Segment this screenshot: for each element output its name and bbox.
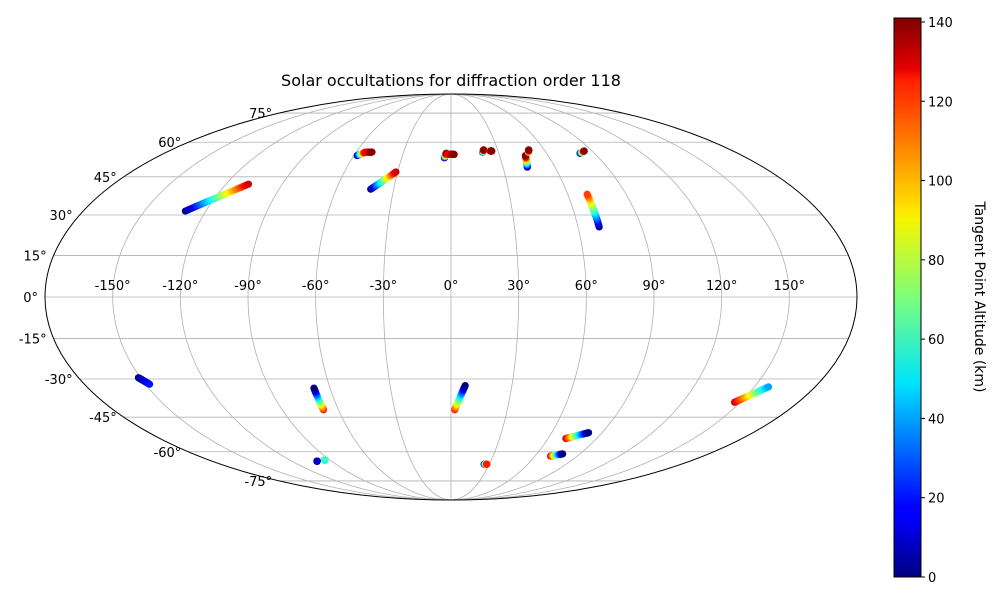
longitude-tick-label: -150° [95, 279, 131, 294]
latitude-tick-label: -75° [244, 475, 272, 490]
longitude-tick-label: 0° [444, 279, 459, 294]
data-point [145, 380, 154, 388]
longitude-tick-label: 30° [507, 279, 530, 294]
longitude-tick-label: -120° [162, 279, 198, 294]
data-point [584, 429, 593, 437]
data-point [392, 168, 400, 176]
longitude-tick-label: 120° [706, 279, 737, 294]
longitude-tick-label: 150° [774, 279, 805, 294]
data-point [321, 456, 329, 464]
latitude-tick-label: 0° [23, 291, 38, 306]
latitude-tick-label: 60° [158, 136, 181, 151]
longitude-tick-label: 60° [575, 279, 598, 294]
data-point [764, 383, 773, 391]
colorbar-gradient [893, 17, 922, 578]
latitude-tick-labels: 75° 60° 45° 30° 15° 0° -15° -30° -45° -60° -75° [19, 107, 272, 490]
longitude-tick-label: 90° [642, 279, 665, 294]
colorbar-tick-label: 0 [928, 571, 936, 586]
colorbar-tick-label: 40 [928, 412, 945, 427]
chart-title: Solar occultations for diffraction order… [281, 71, 621, 90]
longitude-tick-label: -90° [234, 279, 262, 294]
latitude-tick-label: -45° [89, 411, 117, 426]
data-point [580, 147, 588, 155]
data-point [583, 190, 591, 198]
data-point [244, 180, 253, 188]
latitude-tick-label: 30° [50, 209, 73, 224]
occultation-points [134, 146, 773, 468]
latitude-tick-label: -60° [154, 446, 182, 461]
colorbar-label: Tangent Point Altitude (km) [971, 200, 987, 392]
latitude-tick-label: 45° [94, 171, 117, 186]
colorbar-tick-label: 120 [928, 95, 953, 110]
latitude-tick-label: 15° [24, 249, 47, 264]
map-boundary [44, 93, 858, 501]
colorbar: 0 20 40 60 80 100 120 140 Tangent Point Altitud… [893, 16, 987, 586]
data-point [480, 146, 488, 154]
data-point [310, 384, 318, 392]
longitude-tick-label: -30° [369, 279, 397, 294]
data-point [461, 381, 469, 390]
data-point [525, 146, 533, 154]
longitude-tick-label: -60° [302, 279, 330, 294]
colorbar-tick-label: 140 [928, 16, 953, 31]
latitude-tick-label: -30° [45, 373, 73, 388]
data-point [559, 450, 567, 458]
colorbar-tick-label: 60 [928, 333, 945, 348]
graticule [45, 93, 857, 501]
data-point [483, 460, 491, 468]
data-point [313, 457, 321, 465]
colorbar-ticks: 0 20 40 60 80 100 120 140 [921, 16, 953, 586]
latitude-tick-label: -15° [19, 333, 47, 348]
colorbar-tick-label: 100 [928, 175, 953, 190]
colorbar-tick-label: 20 [928, 492, 945, 507]
latitude-tick-label: 75° [249, 107, 272, 122]
data-point [368, 148, 376, 156]
longitude-tick-labels: -150° -120° -90° -60° -30° 0° 30° 60° 90° 120° 150… [95, 279, 805, 294]
data-point [488, 147, 496, 155]
data-point [450, 150, 458, 158]
colorbar-tick-label: 80 [928, 254, 945, 269]
